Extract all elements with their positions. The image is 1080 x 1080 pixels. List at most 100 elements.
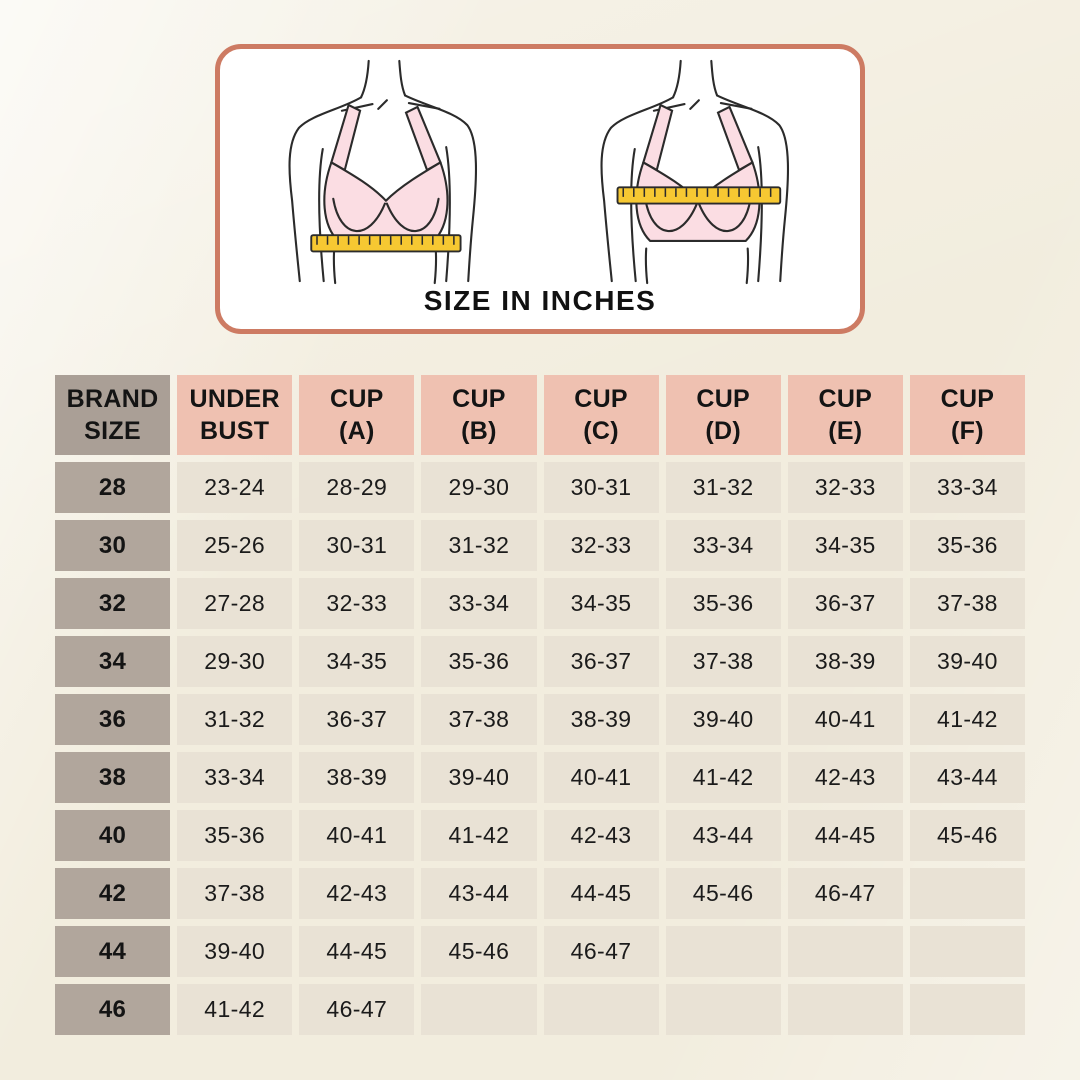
cell: 31-32 — [665, 462, 781, 513]
cell: 41-42 — [909, 694, 1025, 745]
cell: 45-46 — [909, 810, 1025, 861]
cell: 36-37 — [543, 636, 659, 687]
row-size-label: 36 — [55, 694, 171, 745]
cell — [787, 984, 903, 1035]
col-header-under-bust: UNDER BUST — [177, 375, 293, 455]
cell: 40-41 — [543, 752, 659, 803]
cell: 30-31 — [299, 520, 415, 571]
col-header-cup-c: CUP (C) — [543, 375, 659, 455]
cell: 43-44 — [665, 810, 781, 861]
row-size-label: 28 — [55, 462, 171, 513]
cell: 32-33 — [787, 462, 903, 513]
cell — [665, 926, 781, 977]
cell: 34-35 — [787, 520, 903, 571]
col-header-cup-a: CUP (A) — [299, 375, 415, 455]
cell: 35-36 — [665, 578, 781, 629]
cell: 29-30 — [421, 462, 537, 513]
cell: 40-41 — [787, 694, 903, 745]
cell: 33-34 — [665, 520, 781, 571]
cell: 38-39 — [299, 752, 415, 803]
cell: 46-47 — [543, 926, 659, 977]
measuring-tape-bust — [616, 186, 782, 205]
cell: 30-31 — [543, 462, 659, 513]
header-row: BRAND SIZE UNDER BUST CUP (A) CUP (B) CU… — [55, 375, 1025, 455]
cell: 44-45 — [543, 868, 659, 919]
cell: 46-47 — [299, 984, 415, 1035]
table-row: 42 37-38 42-43 43-44 44-45 45-46 46-47 — [55, 868, 1025, 919]
cell: 33-34 — [909, 462, 1025, 513]
cell: 37-38 — [909, 578, 1025, 629]
row-size-label: 32 — [55, 578, 171, 629]
cell: 31-32 — [421, 520, 537, 571]
cell: 36-37 — [787, 578, 903, 629]
cell: 42-43 — [787, 752, 903, 803]
bra-underbust-measure-figure — [288, 59, 478, 285]
cell: 34-35 — [299, 636, 415, 687]
cell: 35-36 — [177, 810, 293, 861]
col-header-cup-e: CUP (E) — [787, 375, 903, 455]
cell: 33-34 — [421, 578, 537, 629]
size-chart-table: BRAND SIZE UNDER BUST CUP (A) CUP (B) CU… — [48, 368, 1032, 1042]
table-row: 44 39-40 44-45 45-46 46-47 — [55, 926, 1025, 977]
cell: 39-40 — [177, 926, 293, 977]
cell: 37-38 — [665, 636, 781, 687]
cell — [909, 868, 1025, 919]
cell: 32-33 — [543, 520, 659, 571]
col-header-brand-size: BRAND SIZE — [55, 375, 171, 455]
cell: 37-38 — [421, 694, 537, 745]
col-header-cup-f: CUP (F) — [909, 375, 1025, 455]
cell — [421, 984, 537, 1035]
cell: 40-41 — [299, 810, 415, 861]
cell: 41-42 — [177, 984, 293, 1035]
cell: 43-44 — [421, 868, 537, 919]
cell: 39-40 — [909, 636, 1025, 687]
cell: 31-32 — [177, 694, 293, 745]
cell: 44-45 — [299, 926, 415, 977]
cell: 38-39 — [543, 694, 659, 745]
cell: 39-40 — [421, 752, 537, 803]
row-size-label: 30 — [55, 520, 171, 571]
cell: 38-39 — [787, 636, 903, 687]
cell: 32-33 — [299, 578, 415, 629]
cell: 41-42 — [421, 810, 537, 861]
cell — [909, 984, 1025, 1035]
table-row: 40 35-36 40-41 41-42 42-43 43-44 44-45 4… — [55, 810, 1025, 861]
measuring-tape-underbust — [310, 234, 462, 253]
col-header-cup-d: CUP (D) — [665, 375, 781, 455]
cell: 45-46 — [421, 926, 537, 977]
cell: 45-46 — [665, 868, 781, 919]
row-size-label: 42 — [55, 868, 171, 919]
cell: 28-29 — [299, 462, 415, 513]
table-row: 30 25-26 30-31 31-32 32-33 33-34 34-35 3… — [55, 520, 1025, 571]
cell — [665, 984, 781, 1035]
table-row: 46 41-42 46-47 — [55, 984, 1025, 1035]
cell: 23-24 — [177, 462, 293, 513]
row-size-label: 46 — [55, 984, 171, 1035]
cell: 43-44 — [909, 752, 1025, 803]
measurement-illustration-card: SIZE IN INCHES — [215, 44, 865, 334]
row-size-label: 40 — [55, 810, 171, 861]
cell: 25-26 — [177, 520, 293, 571]
cell: 29-30 — [177, 636, 293, 687]
cell: 42-43 — [299, 868, 415, 919]
cell: 44-45 — [787, 810, 903, 861]
cell: 41-42 — [665, 752, 781, 803]
table-row: 28 23-24 28-29 29-30 30-31 31-32 32-33 3… — [55, 462, 1025, 513]
col-header-cup-b: CUP (B) — [421, 375, 537, 455]
row-size-label: 38 — [55, 752, 171, 803]
table-row: 38 33-34 38-39 39-40 40-41 41-42 42-43 4… — [55, 752, 1025, 803]
figures-row — [250, 57, 830, 287]
table-row: 36 31-32 36-37 37-38 38-39 39-40 40-41 4… — [55, 694, 1025, 745]
table-row: 32 27-28 32-33 33-34 34-35 35-36 36-37 3… — [55, 578, 1025, 629]
cell: 34-35 — [543, 578, 659, 629]
cell — [909, 926, 1025, 977]
cell: 35-36 — [909, 520, 1025, 571]
cell: 35-36 — [421, 636, 537, 687]
cell: 37-38 — [177, 868, 293, 919]
table-row: 34 29-30 34-35 35-36 36-37 37-38 38-39 3… — [55, 636, 1025, 687]
cell — [543, 984, 659, 1035]
cell: 27-28 — [177, 578, 293, 629]
row-size-label: 44 — [55, 926, 171, 977]
row-size-label: 34 — [55, 636, 171, 687]
